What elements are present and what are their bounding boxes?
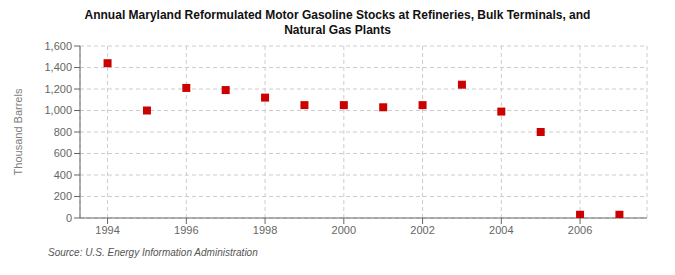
- svg-text:Thousand Barrels: Thousand Barrels: [12, 88, 24, 175]
- svg-text:1,600: 1,600: [44, 40, 72, 52]
- svg-text:1998: 1998: [253, 224, 277, 236]
- svg-text:600: 600: [54, 147, 72, 159]
- svg-text:1,400: 1,400: [44, 61, 72, 73]
- html-text:Source: U.S. Energy Informatio: Source: U.S. Energy Information Administ…: [48, 247, 258, 258]
- svg-text:2002: 2002: [410, 224, 434, 236]
- svg-text:2006: 2006: [568, 224, 592, 236]
- svg-text:200: 200: [54, 190, 72, 202]
- svg-text:1,200: 1,200: [44, 83, 72, 95]
- svg-text:1,000: 1,000: [44, 104, 72, 116]
- svg-text:1994: 1994: [95, 224, 119, 236]
- svg-text:2004: 2004: [489, 224, 513, 236]
- svg-text:800: 800: [54, 126, 72, 138]
- svg-text:0: 0: [66, 212, 72, 224]
- html-text:Annual Maryland Reformulated M: Annual Maryland Reformulated Motor Gasol…: [84, 8, 591, 22]
- html-text:Natural Gas Plants: Natural Gas Plants: [284, 23, 391, 37]
- svg-text:2000: 2000: [332, 224, 356, 236]
- svg-text:400: 400: [54, 169, 72, 181]
- svg-text:1996: 1996: [174, 224, 198, 236]
